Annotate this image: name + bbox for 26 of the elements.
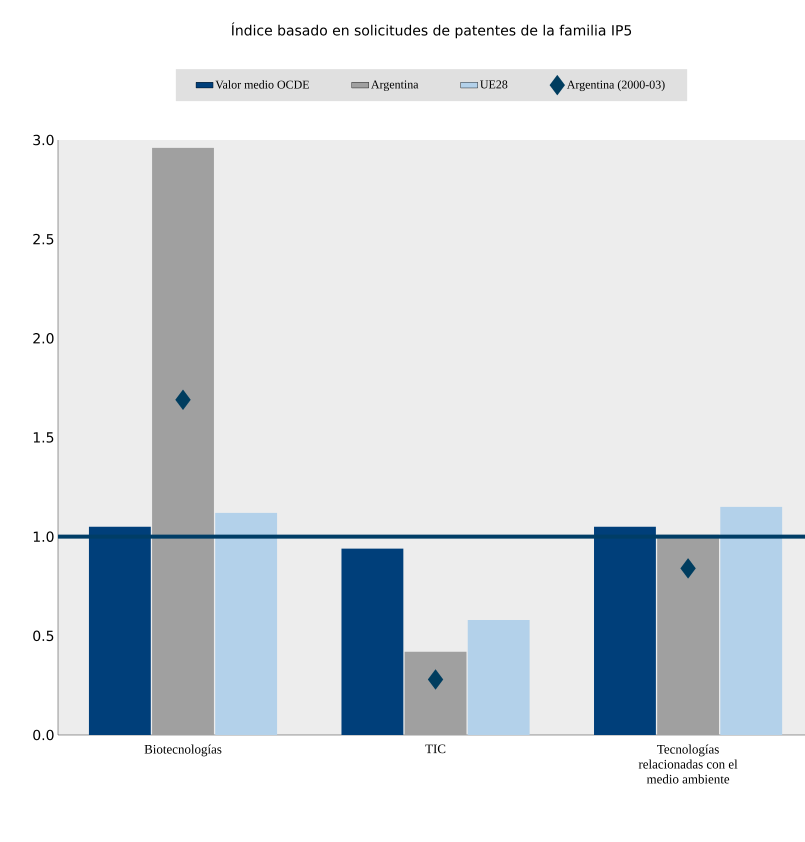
bar	[215, 512, 278, 735]
bar	[720, 506, 782, 735]
y-tick-label: 0.5	[33, 630, 54, 642]
point	[175, 390, 191, 410]
x-tick-label: TIC	[425, 744, 446, 754]
y-tick-label: 0.0	[33, 730, 54, 740]
y-tick-label: 3.0	[33, 134, 54, 146]
point	[428, 669, 444, 690]
y-tick-label: 1.5	[34, 432, 54, 443]
bar	[594, 526, 656, 735]
legend-label: Valor medio OCDE	[215, 80, 309, 89]
x-tick-label: Tecnologías relacionadas con el medio ambiente	[638, 744, 738, 784]
y-tick-label: 2.0	[33, 333, 54, 344]
legend-label: Argentina (2000-03)	[566, 80, 665, 92]
legend-label: Argentina	[371, 80, 418, 91]
bar	[404, 652, 466, 735]
bar	[88, 526, 151, 735]
chart-title: Índice basado en solicitudes de patentes de la familia IP5	[232, 22, 632, 38]
y-tick-label: 1.0	[34, 531, 54, 542]
legend-label: UE28	[480, 80, 508, 88]
bar	[468, 620, 530, 735]
bar	[152, 148, 214, 735]
point	[680, 558, 696, 579]
y-tick-label: 2.5	[33, 234, 54, 244]
bar	[341, 548, 404, 735]
x-tick-label: Biotecnologías	[144, 744, 222, 756]
